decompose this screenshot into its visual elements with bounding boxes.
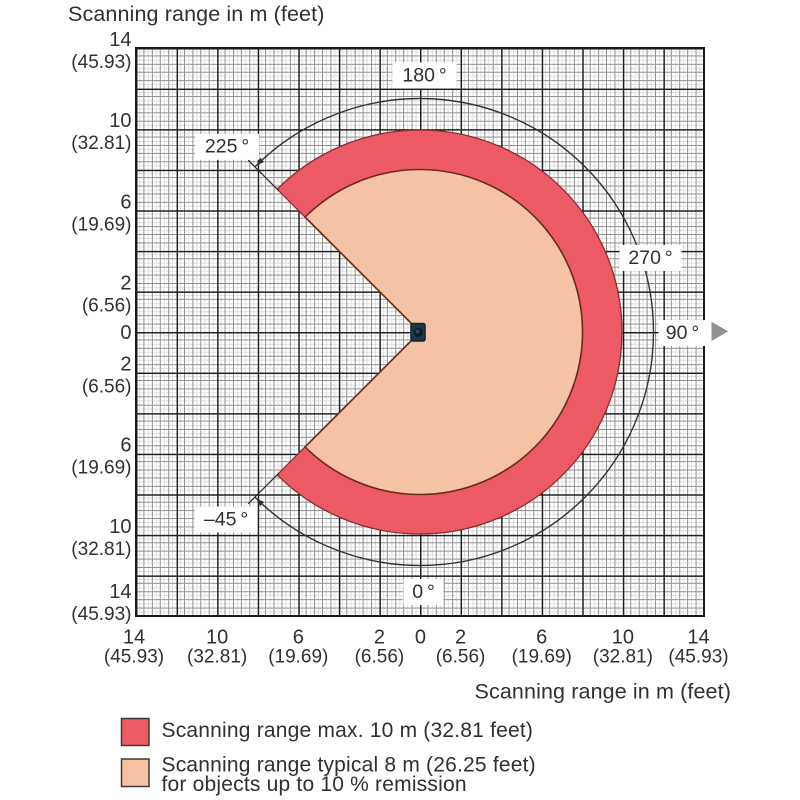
svg-text:0 °: 0 ° xyxy=(412,581,435,603)
svg-text:(45.93): (45.93) xyxy=(104,647,164,668)
svg-text:(45.93): (45.93) xyxy=(71,604,131,625)
svg-text:2: 2 xyxy=(455,627,466,649)
svg-text:14: 14 xyxy=(123,627,145,649)
svg-text:(32.81): (32.81) xyxy=(593,647,653,668)
svg-text:10: 10 xyxy=(612,627,634,649)
svg-text:for objects up to 10 % remissi: for objects up to 10 % remission xyxy=(162,773,467,796)
svg-text:10: 10 xyxy=(109,110,131,132)
svg-text:6: 6 xyxy=(293,627,304,649)
svg-text:180 °: 180 ° xyxy=(402,64,446,86)
svg-text:(45.93): (45.93) xyxy=(668,647,728,668)
svg-text:90 °: 90 ° xyxy=(666,322,699,344)
svg-text:Scanning range in m (feet): Scanning range in m (feet) xyxy=(68,2,324,26)
svg-text:(32.81): (32.81) xyxy=(71,539,131,560)
svg-text:(32.81): (32.81) xyxy=(187,647,247,668)
svg-text:Scanning range typical 8 m (26: Scanning range typical 8 m (26.25 feet) xyxy=(162,754,536,777)
svg-text:10: 10 xyxy=(206,627,228,649)
svg-text:14: 14 xyxy=(687,627,709,649)
svg-text:(6.56): (6.56) xyxy=(82,377,132,398)
svg-text:6: 6 xyxy=(120,435,131,457)
svg-text:Scanning range in m (feet): Scanning range in m (feet) xyxy=(475,680,731,704)
svg-text:(19.69): (19.69) xyxy=(71,214,131,235)
svg-text:270 °: 270 ° xyxy=(628,247,672,269)
svg-text:(6.56): (6.56) xyxy=(355,647,405,668)
svg-text:10: 10 xyxy=(109,516,131,538)
svg-text:(6.56): (6.56) xyxy=(436,647,486,668)
svg-text:(32.81): (32.81) xyxy=(71,133,131,154)
svg-text:Scanning range max. 10 m (32.8: Scanning range max. 10 m (32.81 feet) xyxy=(162,719,534,742)
svg-text:14: 14 xyxy=(109,29,131,51)
svg-text:0: 0 xyxy=(415,627,426,649)
svg-text:225 °: 225 ° xyxy=(205,136,249,158)
svg-text:(45.93): (45.93) xyxy=(71,52,131,73)
svg-text:0: 0 xyxy=(120,322,131,344)
svg-text:(19.69): (19.69) xyxy=(268,647,328,668)
svg-text:6: 6 xyxy=(536,627,547,649)
svg-text:6: 6 xyxy=(120,191,131,213)
svg-text:2: 2 xyxy=(120,272,131,294)
svg-text:(19.69): (19.69) xyxy=(512,647,572,668)
svg-text:(19.69): (19.69) xyxy=(71,458,131,479)
svg-text:–45 °: –45 ° xyxy=(204,508,248,530)
svg-text:2: 2 xyxy=(120,354,131,376)
svg-text:(6.56): (6.56) xyxy=(82,295,132,316)
svg-text:2: 2 xyxy=(374,627,385,649)
svg-text:14: 14 xyxy=(109,581,131,603)
